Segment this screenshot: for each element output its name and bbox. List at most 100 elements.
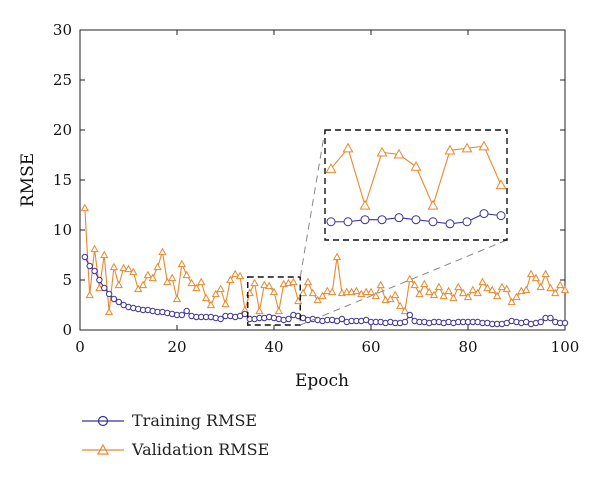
validation-point xyxy=(318,291,327,300)
x-tick-label: 100 xyxy=(551,338,580,356)
validation-point xyxy=(425,287,434,296)
validation-point xyxy=(405,274,414,283)
x-axis-title: Epoch xyxy=(295,371,349,391)
validation-point xyxy=(526,269,536,278)
validation-point xyxy=(231,269,240,278)
validation-point xyxy=(323,286,332,295)
training-point xyxy=(343,217,353,227)
validation-point xyxy=(342,287,351,296)
validation-point xyxy=(497,282,507,291)
validation-point xyxy=(158,247,167,256)
validation-point xyxy=(454,282,463,291)
validation-point xyxy=(332,252,342,261)
x-tick-label: 60 xyxy=(361,338,380,356)
validation-point xyxy=(488,285,497,294)
legend-entry-training: Training RMSE xyxy=(82,411,257,430)
legend: Training RMSE Validation RMSE xyxy=(82,411,269,459)
training-point xyxy=(377,215,387,225)
validation-point xyxy=(483,283,492,292)
validation-point xyxy=(168,273,177,282)
validation-point xyxy=(359,199,371,210)
training-point xyxy=(547,314,554,322)
validation-point xyxy=(366,287,376,296)
validation-point xyxy=(124,264,133,273)
series-layer xyxy=(80,203,570,328)
training-point xyxy=(401,318,409,326)
training-point xyxy=(178,311,186,319)
validation-point xyxy=(536,282,545,291)
legend-entry-validation: Validation RMSE xyxy=(82,440,269,459)
validation-point xyxy=(376,280,385,289)
validation-point xyxy=(444,286,453,295)
validation-point xyxy=(294,296,303,305)
validation-point xyxy=(391,290,400,299)
validation-point xyxy=(187,278,196,287)
validation-point xyxy=(415,289,424,298)
training-point xyxy=(217,315,224,323)
validation-point xyxy=(211,289,220,298)
validation-point xyxy=(427,199,439,210)
training-point xyxy=(428,217,438,227)
legend-marker-triangle-icon xyxy=(96,443,110,455)
validation-point xyxy=(192,283,201,292)
validation-point xyxy=(163,277,172,286)
validation-point xyxy=(376,146,388,157)
validation-point xyxy=(393,148,405,159)
training-point xyxy=(338,315,346,323)
training-point xyxy=(105,290,113,298)
y-tick-label: 30 xyxy=(53,21,72,39)
validation-point xyxy=(328,287,337,296)
validation-point xyxy=(560,285,570,294)
validation-point xyxy=(352,286,361,295)
validation-point xyxy=(80,203,89,212)
validation-point xyxy=(400,306,410,315)
validation-point xyxy=(531,273,541,282)
validation-point xyxy=(434,282,444,291)
training-point xyxy=(86,262,93,270)
validation-point xyxy=(177,259,186,268)
validation-point xyxy=(459,288,468,297)
legend-marker-circle-icon xyxy=(97,415,109,427)
validation-point xyxy=(100,250,109,259)
validation-point xyxy=(546,283,555,292)
validation-point xyxy=(95,283,104,292)
training-point xyxy=(285,315,292,323)
y-tick-label: 25 xyxy=(53,71,72,89)
training-point xyxy=(406,311,413,319)
training-point xyxy=(115,298,123,306)
validation-point xyxy=(461,142,473,153)
x-tick-label: 0 xyxy=(75,338,85,356)
validation-point xyxy=(449,293,458,302)
validation-point xyxy=(221,299,230,308)
validation-point xyxy=(90,244,99,253)
validation-point xyxy=(134,284,143,293)
legend-label-validation: Validation RMSE xyxy=(131,440,269,459)
validation-point xyxy=(502,284,511,293)
validation-point xyxy=(495,179,507,190)
training-point xyxy=(110,295,118,303)
training-point xyxy=(411,215,421,225)
validation-point xyxy=(85,290,94,299)
validation-point xyxy=(371,291,380,300)
validation-point xyxy=(386,294,395,303)
validation-point xyxy=(201,293,211,302)
validation-point xyxy=(197,277,206,286)
zoom-inset-series xyxy=(325,140,507,229)
validation-point xyxy=(429,290,439,299)
validation-point xyxy=(129,267,138,276)
validation-point xyxy=(250,278,259,287)
training-point xyxy=(360,215,370,225)
validation-point xyxy=(138,280,148,289)
validation-point xyxy=(463,292,473,301)
validation-point xyxy=(182,270,191,279)
x-tick-label: 40 xyxy=(264,338,283,356)
y-tick-label: 20 xyxy=(53,121,72,139)
axis-ticks: 0 20 40 60 80 100 0 5 10 15 20 25 30 xyxy=(53,21,579,356)
training-point xyxy=(561,319,569,327)
validation-point xyxy=(119,263,128,272)
validation-point xyxy=(206,300,216,309)
training-point xyxy=(462,217,472,227)
training-point xyxy=(101,284,108,292)
y-tick-label: 5 xyxy=(62,271,72,289)
